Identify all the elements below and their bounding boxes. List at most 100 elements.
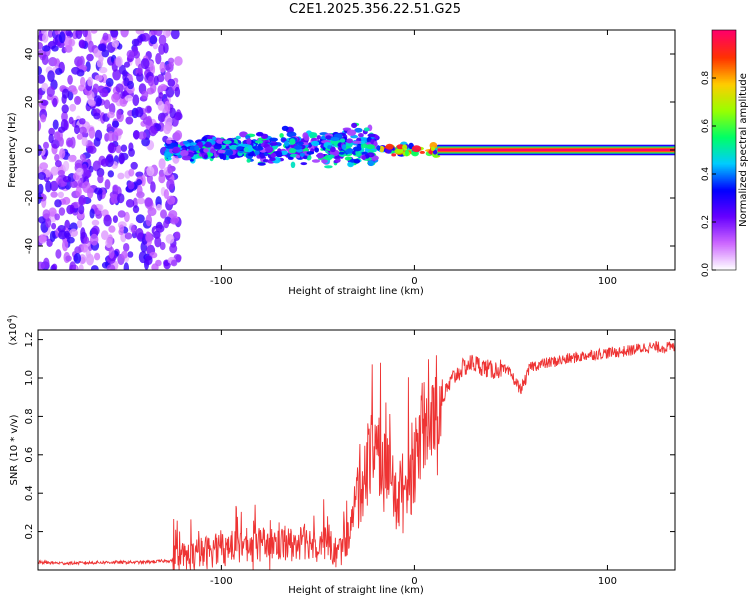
heatmap-cell-noise [48,133,54,144]
heatmap-cell-noise [174,231,181,239]
heatmap-cell-noise [55,160,62,168]
colorbar-step [712,66,736,69]
heatmap-cell-noise [158,158,166,170]
heatmap-cell-noise [147,207,157,217]
colorbar-step [712,156,736,159]
heatmap-cell-onset [223,140,232,145]
colorbar-step [712,216,736,219]
heatmap-cell-noise [51,45,59,52]
heatmap-cell-onset [295,154,301,159]
heatmap-cell-noise [42,33,49,43]
colorbar-step [712,242,736,245]
colorbar-label: Normalized spectral amplitude [738,73,749,227]
colorbar-step [712,84,736,87]
heatmap-cell-noise [48,127,55,136]
heatmap-cell-noise [70,136,76,149]
heatmap-cell-noise [114,128,123,136]
colorbar-step [712,152,736,155]
spectrogram-y-tick-label: 0 [24,147,35,153]
heatmap-cell-noise [110,193,119,204]
heatmap-cell-onset [311,140,320,147]
heatmap-cell-noise [91,225,100,236]
heatmap-cell-noise [87,187,94,199]
heatmap-cell-noise [38,119,42,132]
heatmap-cell-noise [112,69,121,81]
heatmap-cell-noise [59,148,66,159]
snr-y-tick-label: 1.0 [24,370,35,386]
heatmap-cell-noise [45,180,52,193]
heatmap-cell-onset [197,141,203,147]
colorbar-frame [711,29,737,271]
heatmap-cell-onset [346,129,357,136]
snr-y-tick-label: 1.2 [24,332,35,348]
heatmap-cell-noise [107,131,115,142]
colorbar-step [712,158,736,161]
heatmap-cell-noise [137,131,147,140]
heatmap-cell-noise [107,234,113,245]
colorbar-step [712,246,736,249]
colorbar-step [712,196,736,199]
heatmap-cell-transition [391,153,397,157]
heatmap-cell-noise [144,255,153,266]
colorbar-step [712,170,736,173]
colorbar-step [712,244,736,247]
colorbar-step [712,184,736,187]
heatmap-cell-onset [299,152,306,157]
heatmap-cell-noise [151,263,159,270]
colorbar-step [712,122,736,125]
heatmap-cell-noise [127,80,134,90]
colorbar-step [712,160,736,163]
colorbar-step [712,62,736,65]
heatmap-cell-noise [137,63,143,75]
heatmap-cell-noise [101,49,110,58]
colorbar-step [712,180,736,183]
heatmap-cell-noise [47,70,55,82]
heatmap-cell-onset [367,133,376,138]
heatmap-cell-onset [290,161,296,168]
heatmap-cell-onset [235,135,241,140]
spectrogram-axes: -100 0 100 -40 -20 0 20 40 [24,30,675,287]
heatmap-cell-noise [97,174,104,184]
heatmap-cell-noise [61,104,69,114]
heatmap-cell-noise [174,86,181,98]
heatmap-cell-noise [46,86,55,98]
colorbar-step [712,132,736,135]
heatmap-cell-noise [61,88,70,99]
colorbar-step [712,138,736,141]
spectrogram-x-tick-label: 100 [598,276,617,287]
heatmap-cell-noise [69,180,78,188]
colorbar-step [712,258,736,261]
heatmap-cell-onset [270,152,277,158]
heatmap-cell-noise [78,84,86,92]
heatmap-cell-noise [38,234,47,243]
heatmap-cell-noise [85,169,92,178]
heatmap-cell-onset [295,141,304,146]
colorbar-step [712,76,736,79]
snr-y-tick-label: 0.2 [24,524,35,540]
heatmap-cell-noise [74,124,80,135]
heatmap-cell-noise [115,144,122,154]
heatmap-cell-noise [61,111,68,122]
colorbar-step [712,114,736,117]
heatmap-cell-onset [253,146,264,151]
heatmap-cell-noise [135,171,144,178]
heatmap-cell-noise [43,141,49,149]
heatmap-cell-noise [69,103,77,112]
heatmap-cell-noise [88,126,96,139]
heatmap-cell-transition [411,145,422,153]
heatmap-cell-onset [330,137,340,142]
heatmap-cell-noise [38,216,46,224]
heatmap-cell-noise [164,100,171,112]
colorbar-step [712,82,736,85]
heatmap-cell-noise [58,230,67,240]
colorbar-step [712,86,736,89]
heatmap-cell-noise [119,224,125,232]
colorbar-step [712,90,736,93]
heatmap-cell-noise [106,111,115,119]
heatmap-cell-onset [213,144,222,150]
spectrogram-y-axis-label: Frequency (Hz) [7,112,18,188]
heatmap-cell-noise [165,234,175,244]
colorbar-step [712,44,736,47]
heatmap-cell-noise [163,219,170,229]
colorbar-step [712,174,736,177]
